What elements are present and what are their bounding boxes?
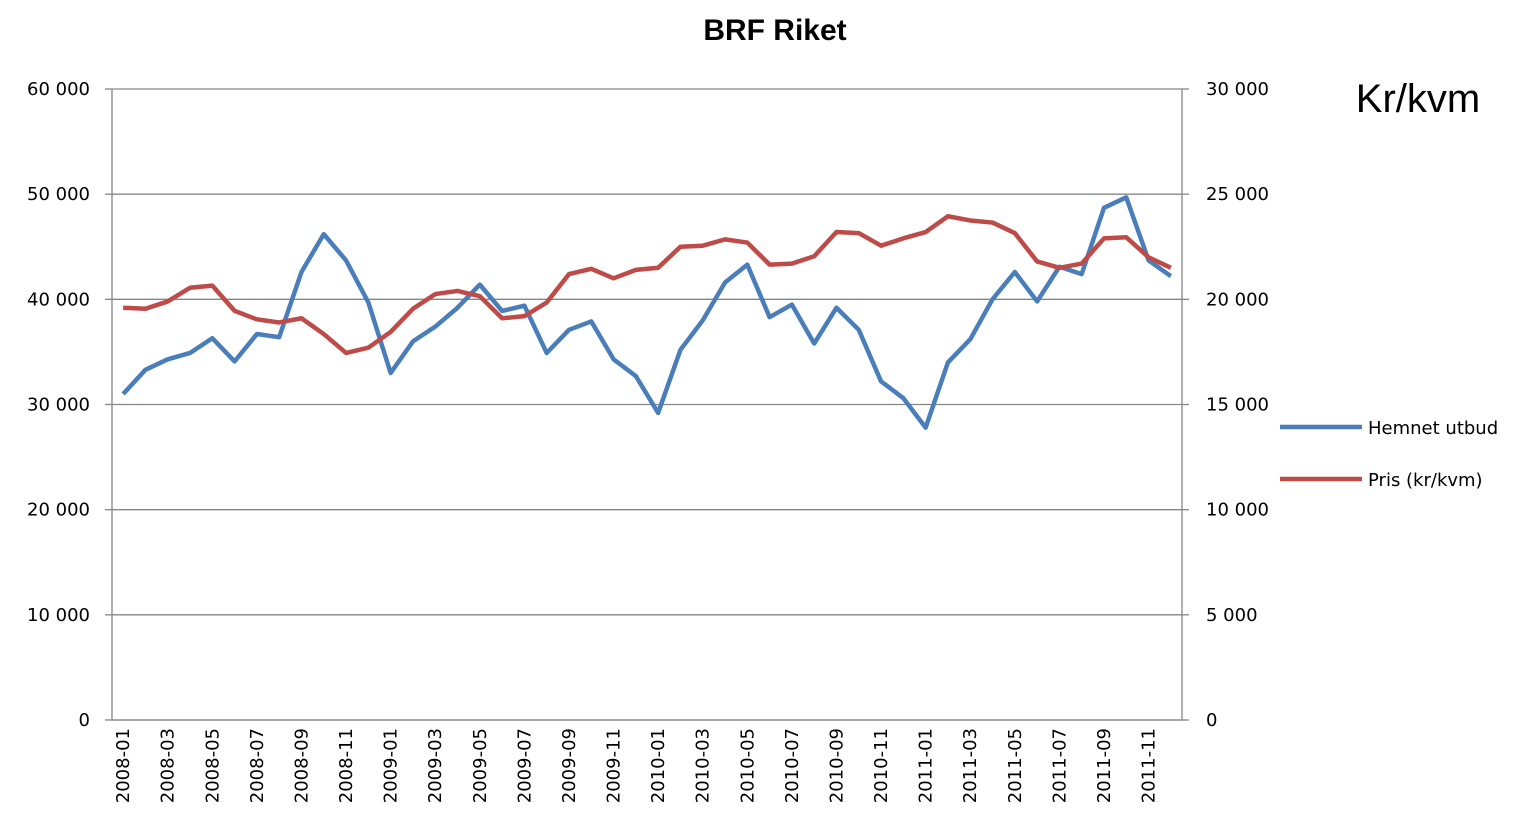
x-tick-label: 2009-03 xyxy=(425,728,446,803)
x-tick-label: 2010-07 xyxy=(782,728,803,803)
x-tick-label: 2009-11 xyxy=(604,728,625,803)
series-line xyxy=(123,214,1172,356)
x-tick-label: 2010-05 xyxy=(737,728,758,803)
x-tick-label: 2009-01 xyxy=(381,728,402,803)
x-tick-label: 2011-09 xyxy=(1094,728,1115,803)
y2-tick-label: 0 xyxy=(1206,710,1217,731)
x-tick-label: 2008-11 xyxy=(336,728,357,803)
x-tick-label: 2011-01 xyxy=(916,728,937,803)
x-tick-label: 2009-09 xyxy=(559,728,580,803)
chart-title: BRF Riket xyxy=(703,14,846,47)
x-tick-label: 2010-11 xyxy=(871,728,892,803)
x-tick-label: 2010-09 xyxy=(826,728,847,803)
x-tick-label: 2011-05 xyxy=(1005,728,1026,803)
y-tick-label: 20 000 xyxy=(27,500,90,521)
x-tick-label: 2009-05 xyxy=(470,728,491,803)
y-tick-label: 50 000 xyxy=(27,184,90,205)
y-tick-label: 10 000 xyxy=(27,605,90,626)
x-tick-label: 2008-05 xyxy=(202,728,223,803)
y-tick-label: 60 000 xyxy=(27,79,90,100)
x-tick-label: 2011-03 xyxy=(960,728,981,803)
x-tick-label: 2008-01 xyxy=(113,728,134,803)
y2-tick-label: 25 000 xyxy=(1206,184,1269,205)
y2-tick-label: 15 000 xyxy=(1206,395,1269,416)
x-tick-label: 2009-07 xyxy=(514,728,535,803)
x-tick-label: 2008-07 xyxy=(247,728,268,803)
y2-tick-label: 30 000 xyxy=(1206,79,1269,100)
y-tick-label: 40 000 xyxy=(27,289,90,310)
annotation: Kr/kvm xyxy=(1356,77,1480,121)
x-tick-label: 2011-07 xyxy=(1049,728,1070,803)
legend-label: Hemnet utbud xyxy=(1368,418,1498,439)
x-tick-label: 2008-09 xyxy=(291,728,312,803)
x-tick-label: 2010-01 xyxy=(648,728,669,803)
series-line xyxy=(121,195,1173,430)
x-tick-label: 2010-03 xyxy=(693,728,714,803)
x-tick-label: 2008-03 xyxy=(158,728,179,803)
y2-tick-label: 5 000 xyxy=(1206,605,1258,626)
y-tick-label: 30 000 xyxy=(27,395,90,416)
legend-label: Pris (kr/kvm) xyxy=(1368,470,1483,491)
x-tick-label: 2011-11 xyxy=(1139,728,1160,803)
y2-tick-label: 10 000 xyxy=(1206,500,1269,521)
y-tick-label: 0 xyxy=(79,710,90,731)
y2-tick-label: 20 000 xyxy=(1206,289,1269,310)
